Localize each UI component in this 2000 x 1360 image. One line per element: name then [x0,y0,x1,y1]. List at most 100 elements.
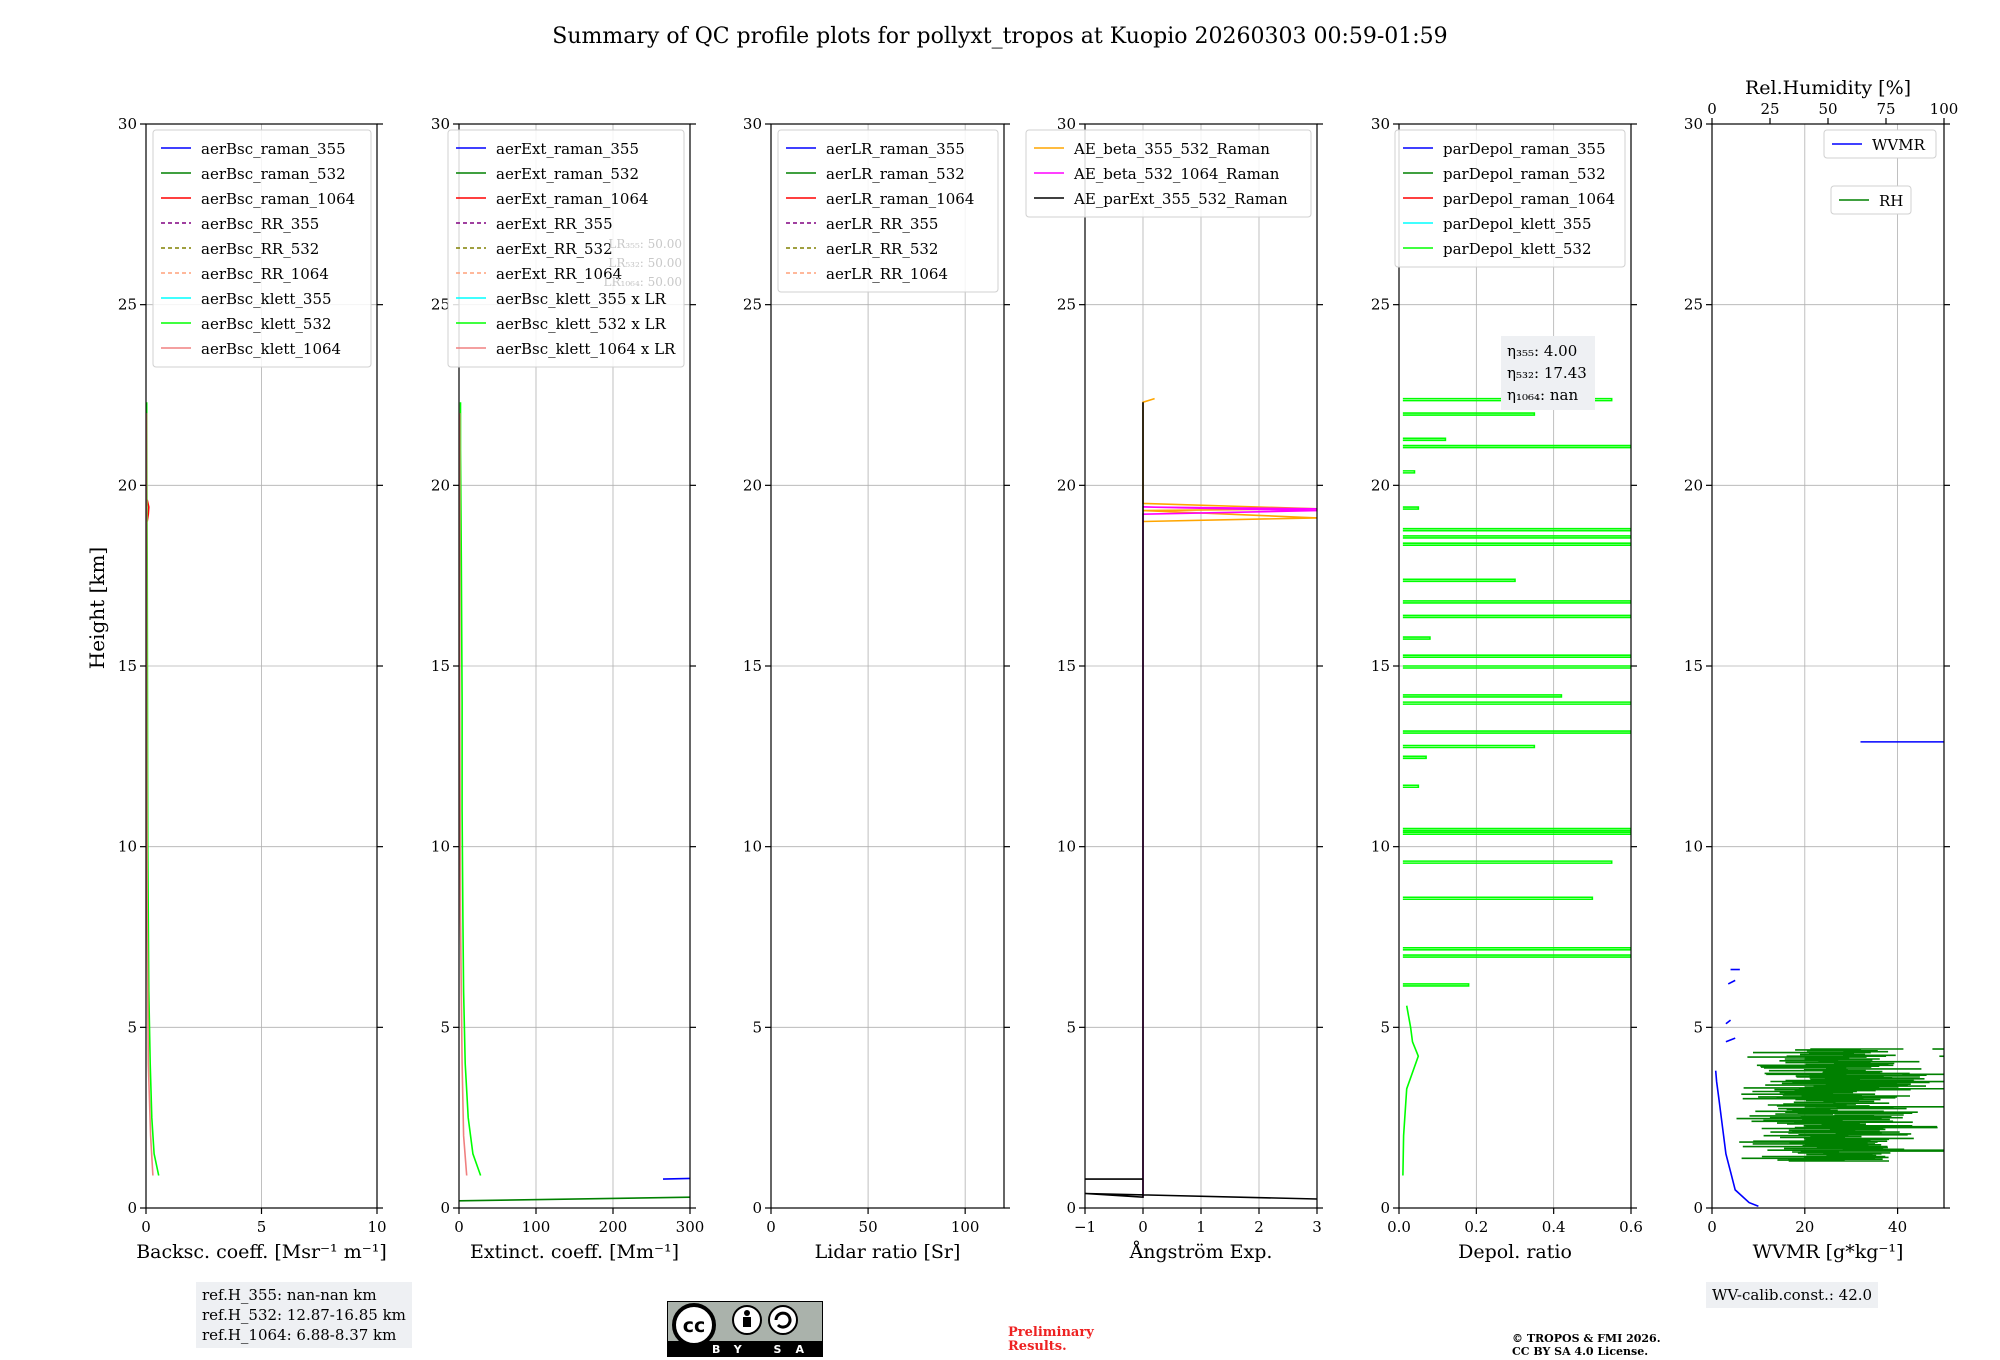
legend-box [1025,129,1312,218]
series-parDepol_klett_532-spike [1402,578,1516,583]
legend-entry: aerBsc_RR_355 [201,215,319,233]
y-tick-label: 20 [1684,476,1703,494]
series-parDepol_klett_532-spike [1402,535,1631,539]
y-tick-label: 0 [1693,1199,1703,1217]
series-aerBsc_klett_1064 [146,413,154,1176]
y-tick-label: 20 [743,476,762,494]
x-tick-label: 1 [1196,1218,1206,1236]
y-tick-label: 15 [743,657,762,675]
series-AE_beta_355_532_Raman [1142,397,1317,523]
y-tick-label: 0 [1066,1199,1076,1217]
y-tick-label: 15 [1371,657,1390,675]
series-WVMR [1714,1070,1759,1207]
legend-entry: aerBsc_klett_1064 [201,340,341,358]
x-tick-label: 0 [1707,1218,1717,1236]
series-WVMR-segment [1725,1019,1732,1025]
legend-entry: WVMR [1872,136,1926,154]
preliminary-results-note: Preliminary Results. [1008,1326,1094,1354]
legend-entry: aerLR_raman_1064 [826,190,974,208]
x-tick-label: 0.2 [1464,1218,1488,1236]
y-tick-label: 15 [1684,657,1703,675]
cc-license-logo: cc BY SA [667,1301,823,1357]
license-badge-text: BY SA [712,1343,818,1356]
x-axis-label: Ångström Exp. [1129,1241,1273,1263]
y-tick-label: 20 [431,476,450,494]
x-tick-label: 2 [1254,1218,1264,1236]
x-tick-label: 3 [1312,1218,1322,1236]
legend-box [1830,185,1912,215]
legend-entry: aerExt_raman_532 [496,165,639,183]
top-x-tick-label: 75 [1876,100,1895,118]
top-x-axis-label: Rel.Humidity [%] [1745,77,1911,99]
x-tick-label: 0 [766,1218,776,1236]
x-tick-label: 0 [1138,1218,1148,1236]
ref-height-532: ref.H_532: 12.87-16.85 km [202,1306,406,1324]
y-tick-label: 10 [1057,838,1076,856]
series-layer [459,402,690,1202]
legend-entry: aerExt_RR_355 [496,215,613,233]
x-tick-label: 0.0 [1387,1218,1411,1236]
y-tick-label: 20 [1057,476,1076,494]
grid [1711,123,1944,1209]
x-tick-label: 100 [951,1218,980,1236]
ticks [1393,123,1637,1214]
y-tick-label: 25 [1057,296,1076,314]
legend-entry: parDepol_raman_532 [1443,165,1606,183]
x-tick-label: 0.6 [1619,1218,1643,1236]
y-tick-label: 30 [1371,115,1390,133]
legend-entry: aerBsc_raman_532 [201,165,346,183]
lidar-ratio-overlay: LR₃₅₅: 50.00 [608,237,682,251]
y-tick-label: 25 [431,296,450,314]
series-aerExt_raman_355 [662,1177,690,1180]
series-parDepol_klett_532-spike [1402,983,1470,987]
x-tick-label: 300 [676,1218,705,1236]
legend-entry: AE_parExt_355_532_Raman [1073,190,1288,208]
legend-entry: aerLR_raman_355 [826,140,965,158]
series-layer [1714,741,1944,1207]
preliminary-line-2: Results. [1008,1339,1067,1354]
ref-height-1064: ref.H_1064: 6.88-8.37 km [202,1326,397,1344]
ticks [1079,123,1323,1214]
y-tick-label: 25 [1371,296,1390,314]
legend-box [447,129,685,368]
legend-entry: aerLR_RR_532 [826,240,938,258]
x-axis-label: Lidar ratio [Sr] [815,1241,961,1263]
y-tick-label: 30 [431,115,450,133]
x-tick-label: 0 [454,1218,464,1236]
series-parDepol_klett_532-spike [1402,896,1594,901]
top-x-tick-label: 50 [1818,100,1837,118]
y-tick-label: 30 [118,115,137,133]
series-parDepol_klett_532-spike [1402,701,1631,705]
series-aerExt_raman_532 [459,1196,690,1202]
y-tick-label: 10 [1371,838,1390,856]
eta-annotation-box [1501,336,1595,410]
x-tick-label: 10 [367,1218,386,1236]
y-tick-label: 10 [743,838,762,856]
y-tick-label: 15 [118,657,137,675]
eta-annotation: η₁₀₆₄: nan [1507,386,1578,404]
series-AE_parExt_355_532_Raman [1085,402,1317,1200]
series-layer [1402,397,1631,1176]
x-tick-label: 0 [141,1218,151,1236]
panel-backscatter: 0 5 10 15 20 25 30 0 5 10 Backsc. coeff. [Msr⁻¹ m⁻… [118,115,387,1263]
cc-glyph: cc [683,1315,706,1337]
legend-entry: parDepol_raman_1064 [1443,190,1615,208]
y-tick-label: 25 [743,296,762,314]
y-tick-label: 20 [1371,476,1390,494]
preliminary-line-1: Preliminary [1008,1325,1094,1340]
y-tick-label: 5 [1693,1018,1703,1036]
y-tick-label: 20 [118,476,137,494]
series-parDepol_klett_532-spike [1402,470,1416,474]
y-tick-label: 0 [1380,1199,1390,1217]
legend-entry: aerExt_raman_1064 [496,190,649,208]
legend-entry: aerBsc_RR_1064 [201,265,329,283]
y-tick-label: 10 [431,838,450,856]
x-tick-label: 5 [257,1218,267,1236]
cc-circle-icon [672,1303,716,1347]
y-tick-label: 15 [1057,657,1076,675]
y-tick-label: 5 [127,1018,137,1036]
